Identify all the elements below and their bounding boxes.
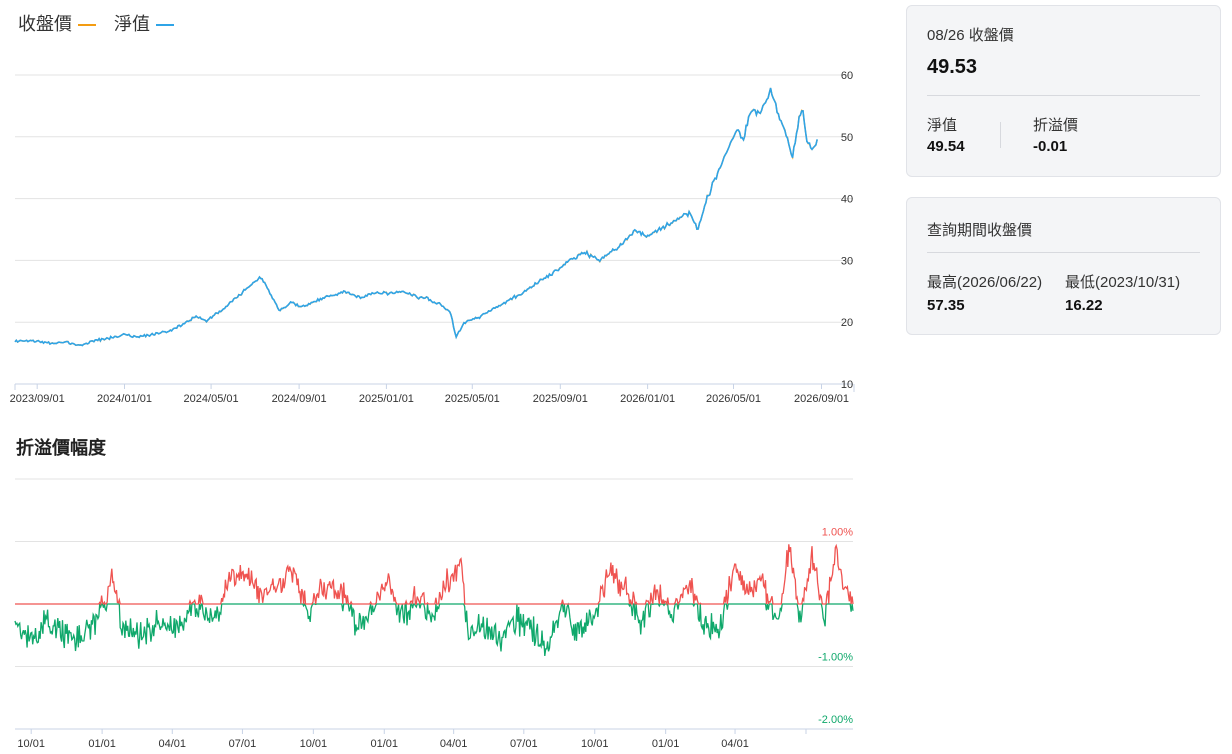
x-tick-label: 01/01 xyxy=(88,738,116,750)
legend-nav-swatch xyxy=(156,24,174,26)
card-divider xyxy=(927,252,1200,253)
card-divider xyxy=(927,95,1200,96)
premium-chart-title: 折溢價幅度 xyxy=(16,438,106,458)
x-tick-label: 07/01 xyxy=(229,738,257,750)
x-tick-label: 2026/01/01 xyxy=(620,393,675,405)
y-tick-label: -2.00% xyxy=(818,714,853,726)
nav-label: 淨值 xyxy=(927,117,958,134)
period-range-title: 查詢期間收盤價 xyxy=(927,222,1033,239)
x-tick-label: 2025/09/01 xyxy=(533,393,588,405)
legend-item-nav[interactable]: 淨值 xyxy=(114,10,174,36)
y-tick-label: 30 xyxy=(841,255,853,267)
x-tick-label: 10/01 xyxy=(300,738,328,750)
nav-line xyxy=(14,87,818,347)
low-label: 最低(2023/10/31) xyxy=(1065,274,1181,291)
y-tick-label: 60 xyxy=(841,70,853,82)
x-tick-label: 2026/09/01 xyxy=(794,393,849,405)
x-tick-label: 2023/09/01 xyxy=(10,393,65,405)
y-tick-label: 1.00% xyxy=(822,527,853,539)
x-tick-label: 01/01 xyxy=(371,738,399,750)
high-label: 最高(2026/06/22) xyxy=(927,274,1043,291)
nav-value: 49.54 xyxy=(927,138,965,155)
premium-value: -0.01 xyxy=(1033,138,1068,155)
premium-label: 折溢價 xyxy=(1033,117,1079,134)
chart-legend: 收盤價 淨值 xyxy=(18,10,174,36)
x-tick-label: 2026/05/01 xyxy=(706,393,761,405)
x-tick-label: 2024/09/01 xyxy=(272,393,327,405)
x-tick-label: 04/01 xyxy=(440,738,468,750)
close-price-line xyxy=(14,87,818,347)
legend-nav-label: 淨值 xyxy=(114,14,150,34)
legend-close-label: 收盤價 xyxy=(18,14,72,34)
y-tick-label: 20 xyxy=(841,317,853,329)
x-tick-label: 2024/05/01 xyxy=(184,393,239,405)
card-vertical-divider xyxy=(1000,122,1001,148)
x-tick-label: 10/01 xyxy=(581,738,609,750)
x-tick-label: 04/01 xyxy=(159,738,187,750)
premium-chart: 1.00% -1.00% -2.00% 10/01 01/01 04/01 07/01 10/… xyxy=(14,478,854,750)
x-tick-label: 2024/01/01 xyxy=(97,393,152,405)
period-range-card: 查詢期間收盤價 最高(2026/06/22) 57.35 最低(2023/10/… xyxy=(906,197,1221,335)
latest-price-title: 08/26 收盤價 xyxy=(927,27,1014,44)
price-nav-chart: 10 20 30 40 50 60 2023/09/01 2024/01/01 2024/05/… xyxy=(10,70,855,405)
high-value: 57.35 xyxy=(927,297,965,314)
y-tick-label: 50 xyxy=(841,132,853,144)
x-tick-label: 10/01 xyxy=(17,738,45,750)
legend-close-swatch xyxy=(78,24,96,26)
x-tick-label: 2025/01/01 xyxy=(359,393,414,405)
latest-price-card: 08/26 收盤價 49.53 淨值 49.54 折溢價 -0.01 xyxy=(906,5,1221,177)
y-tick-label: 10 xyxy=(841,379,853,391)
latest-price-value: 49.53 xyxy=(927,56,978,78)
legend-item-close[interactable]: 收盤價 xyxy=(18,10,96,36)
x-tick-label: 2025/05/01 xyxy=(445,393,500,405)
x-tick-label: 07/01 xyxy=(510,738,538,750)
low-value: 16.22 xyxy=(1065,297,1103,314)
y-tick-label: 40 xyxy=(841,194,853,206)
x-tick-label: 04/01 xyxy=(721,738,749,750)
y-tick-label: -1.00% xyxy=(818,652,853,664)
premium-negative-line xyxy=(14,602,854,656)
premium-positive-line xyxy=(15,543,854,607)
x-tick-label: 01/01 xyxy=(652,738,680,750)
